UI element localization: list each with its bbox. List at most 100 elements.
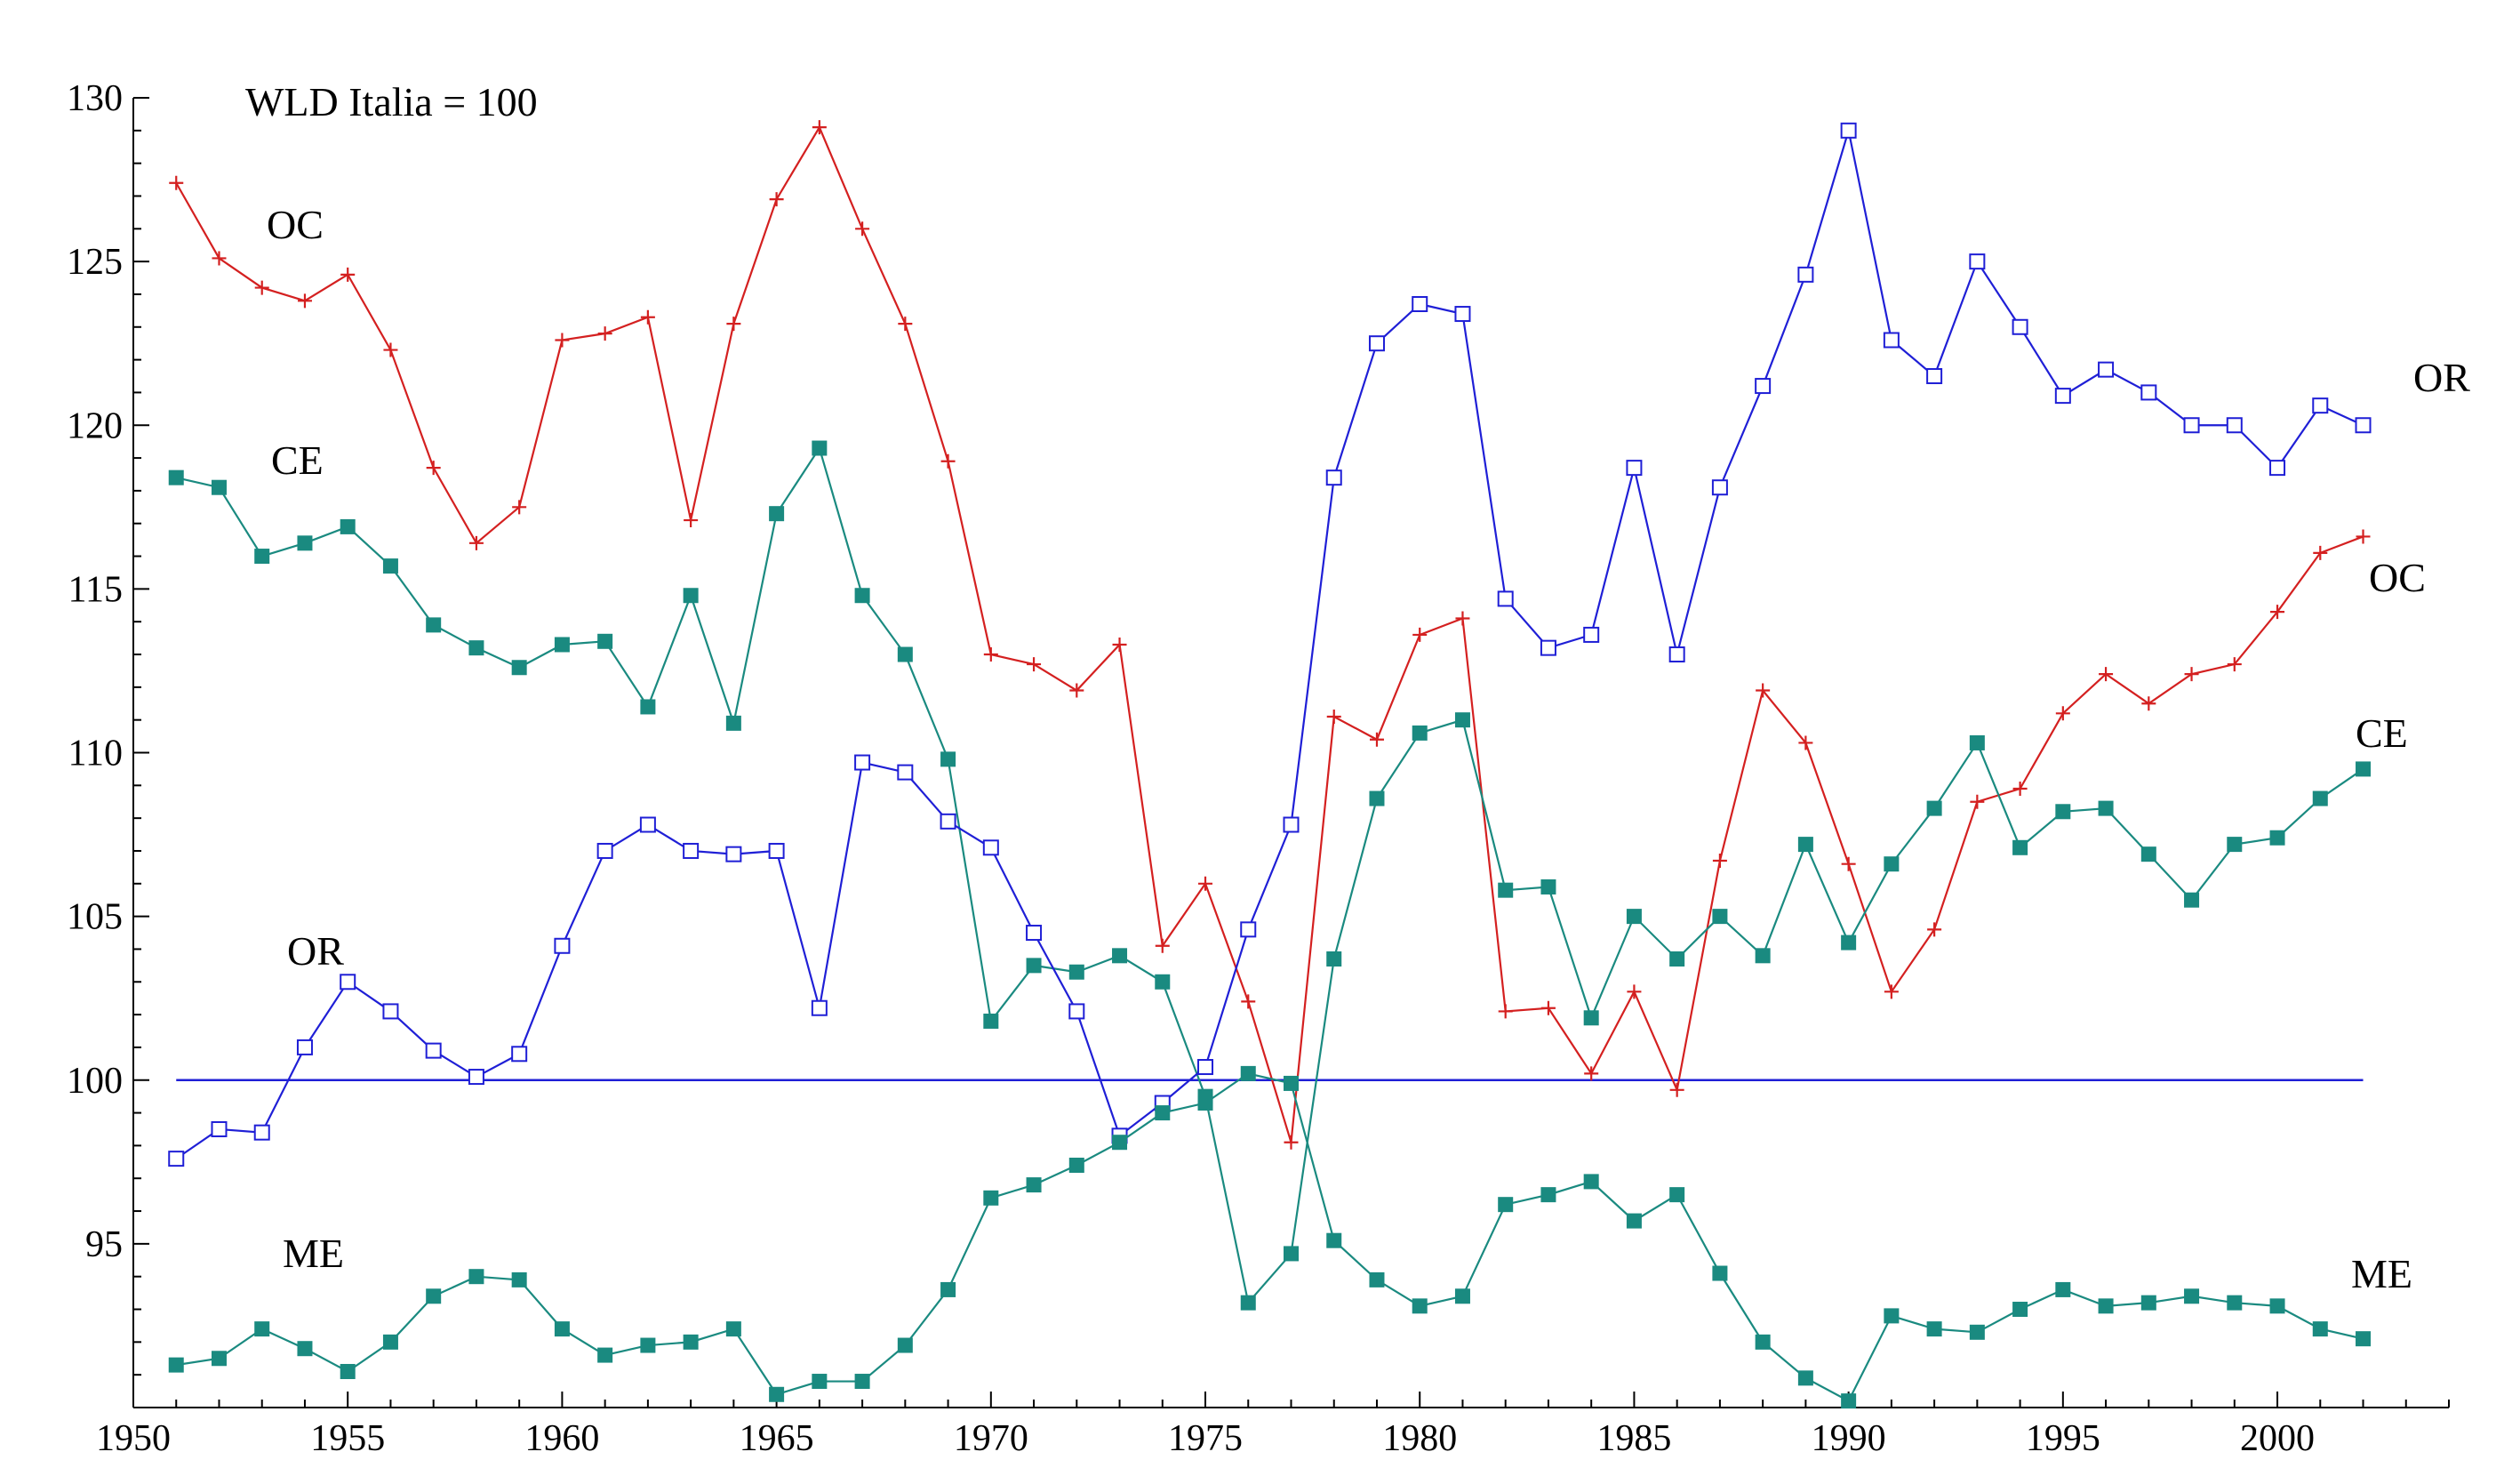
data-point bbox=[554, 1321, 570, 1337]
data-point bbox=[1455, 611, 1470, 626]
data-point bbox=[254, 280, 269, 295]
data-point bbox=[726, 317, 741, 332]
data-point bbox=[1112, 948, 1128, 964]
data-point bbox=[1756, 683, 1771, 698]
data-point bbox=[2055, 1281, 2071, 1297]
data-point bbox=[1969, 734, 1985, 750]
data-point bbox=[1712, 1265, 1728, 1281]
data-point bbox=[512, 500, 527, 515]
y-tick-label: 120 bbox=[67, 405, 123, 446]
data-point bbox=[2312, 397, 2329, 414]
series-label-oc-end: OC bbox=[2369, 555, 2426, 600]
data-point bbox=[640, 1337, 656, 1353]
data-point bbox=[2269, 1298, 2285, 1314]
y-tick-label: 95 bbox=[85, 1224, 123, 1265]
data-point bbox=[1284, 1246, 1299, 1262]
data-point bbox=[1412, 295, 1428, 312]
data-point bbox=[1884, 1308, 1900, 1324]
data-point bbox=[812, 120, 827, 135]
data-point bbox=[468, 640, 484, 656]
data-point bbox=[2184, 892, 2200, 908]
data-point bbox=[382, 1003, 399, 1020]
data-point bbox=[1755, 1334, 1771, 1350]
data-point bbox=[253, 1124, 270, 1141]
data-point bbox=[1112, 1135, 1128, 1151]
series-label-ce-start: CE bbox=[271, 437, 324, 483]
data-point bbox=[1369, 1271, 1385, 1287]
data-point bbox=[1326, 951, 1342, 967]
data-point bbox=[211, 479, 227, 495]
data-point bbox=[2269, 460, 2286, 477]
data-point bbox=[2141, 696, 2156, 711]
data-point bbox=[2312, 790, 2328, 806]
data-point bbox=[2312, 1321, 2328, 1337]
data-point bbox=[1068, 1003, 1085, 1020]
data-point bbox=[1198, 876, 1213, 891]
data-point bbox=[426, 1288, 442, 1304]
data-point bbox=[1026, 1177, 1042, 1193]
y-tick-label: 110 bbox=[68, 734, 123, 774]
data-point bbox=[2227, 837, 2243, 853]
data-point bbox=[254, 1321, 270, 1337]
series-line-ce bbox=[175, 445, 2364, 1305]
data-point bbox=[1454, 712, 1470, 728]
data-point bbox=[1068, 964, 1084, 980]
data-point bbox=[897, 764, 914, 781]
data-point bbox=[898, 317, 913, 332]
data-point bbox=[597, 633, 613, 649]
data-point bbox=[211, 1351, 227, 1367]
data-point bbox=[1283, 816, 1300, 833]
data-point bbox=[812, 1374, 828, 1390]
data-point bbox=[1026, 925, 1043, 942]
chart-title: WLD Italia = 100 bbox=[245, 79, 538, 124]
data-point bbox=[2184, 1288, 2200, 1304]
data-point bbox=[511, 1271, 527, 1287]
data-point bbox=[1540, 1187, 1556, 1203]
data-point bbox=[1626, 460, 1643, 477]
data-point bbox=[812, 440, 828, 456]
data-point bbox=[1068, 1157, 1084, 1173]
x-tick-label: 1950 bbox=[96, 1418, 171, 1459]
data-point bbox=[597, 1347, 613, 1363]
data-point bbox=[468, 535, 484, 550]
data-point bbox=[168, 469, 184, 485]
data-point bbox=[639, 816, 656, 833]
data-point bbox=[1112, 637, 1127, 652]
data-point bbox=[1368, 335, 1385, 352]
y-tick-label: 125 bbox=[67, 242, 123, 283]
data-point bbox=[1412, 725, 1428, 741]
data-point bbox=[2012, 318, 2028, 335]
data-point bbox=[2012, 839, 2028, 855]
data-point bbox=[725, 1321, 741, 1337]
data-point bbox=[468, 1269, 484, 1285]
data-point bbox=[2054, 388, 2071, 405]
data-point bbox=[897, 1337, 913, 1353]
data-point bbox=[1412, 627, 1428, 642]
data-point bbox=[1884, 856, 1900, 872]
x-tick-label: 1955 bbox=[310, 1418, 385, 1459]
data-point bbox=[1540, 1000, 1556, 1015]
data-point bbox=[768, 842, 785, 859]
series-label-or-end: OR bbox=[2413, 355, 2470, 400]
data-point bbox=[297, 293, 312, 309]
data-point bbox=[1498, 1197, 1514, 1213]
data-point bbox=[1027, 657, 1042, 672]
data-point bbox=[1841, 935, 1857, 951]
series-oc bbox=[169, 120, 2371, 1150]
data-point bbox=[554, 937, 571, 954]
series-labels: OC OC CE CE OR OR ME ME bbox=[267, 202, 2470, 1296]
data-point bbox=[2270, 605, 2285, 620]
data-point bbox=[2098, 1298, 2114, 1314]
data-point bbox=[1369, 790, 1385, 806]
data-point bbox=[2012, 1302, 2028, 1318]
data-point bbox=[1797, 837, 1813, 853]
data-point bbox=[340, 518, 356, 534]
data-point bbox=[468, 1069, 484, 1086]
data-point bbox=[1454, 1288, 1470, 1304]
y-tick-label: 105 bbox=[67, 897, 123, 938]
x-ticks: 1950 1955 1960 1965 1970 1975 1980 1985 1990 1995… bbox=[96, 1392, 2450, 1459]
y-tick-label: 100 bbox=[67, 1061, 123, 1102]
data-point bbox=[1712, 909, 1728, 925]
data-point bbox=[769, 1386, 785, 1402]
